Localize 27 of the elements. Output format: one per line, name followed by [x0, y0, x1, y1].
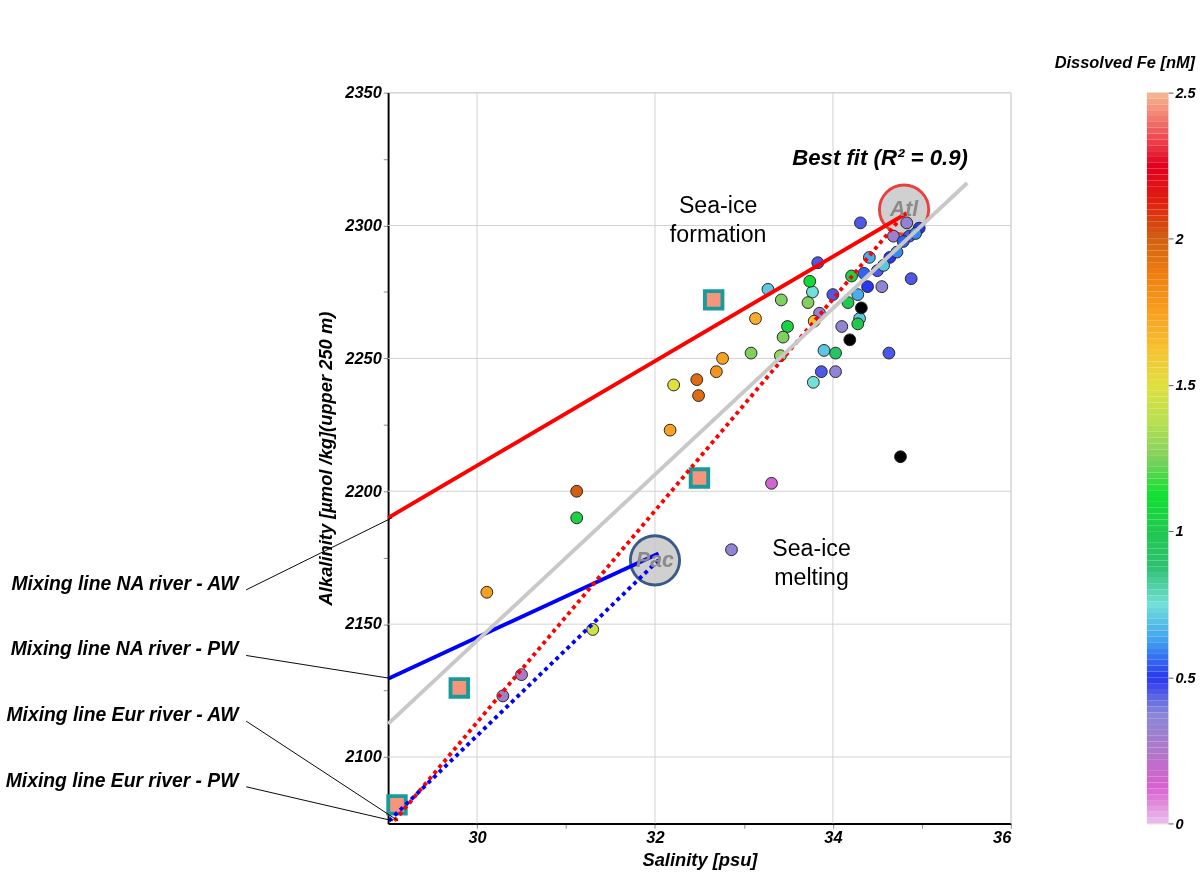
x-tick-label: 36	[993, 828, 1013, 847]
annotation: Best fit (R² = 0.9)	[792, 145, 968, 171]
series-label: Atl	[888, 197, 920, 221]
color-bar-label: 0	[1175, 815, 1184, 832]
color-bar-label: 1	[1175, 523, 1184, 540]
text: Mixing line Eur river - PW	[5, 769, 241, 791]
text: Mixing line NA river - PW	[10, 638, 241, 660]
x-tick-label: 32	[646, 828, 665, 847]
y-tick-label: 2100	[344, 747, 382, 766]
color-bar-label: 1.5	[1175, 377, 1197, 394]
x-tick-label: 30	[468, 828, 487, 847]
annotation: Sea-ice melting	[772, 535, 851, 591]
x-tick-label: 34	[824, 828, 843, 847]
text: Mixing line NA river - AW	[11, 572, 241, 594]
y-axis-title: Alkalinity [µmol /kg](upper 250 m)	[314, 311, 336, 607]
y-tick-label: 2350	[344, 82, 382, 101]
text: Mixing line Eur river - AW	[6, 704, 241, 726]
y-tick-label: 2300	[344, 215, 382, 234]
y-tick-label: 2200	[344, 481, 382, 500]
color-bar-label: 2	[1174, 231, 1184, 248]
y-tick-label: 2150	[344, 614, 382, 633]
color-bar-title: Dissolved Fe [nM]	[1054, 53, 1196, 72]
y-tick-label: 2250	[344, 348, 382, 367]
color-bar-label: 2.5	[1174, 84, 1197, 101]
x-axis-title: Salinity [psu]	[642, 849, 759, 871]
color-bar-label: 0.5	[1175, 669, 1197, 686]
annotation: Sea-ice formation	[669, 191, 767, 247]
